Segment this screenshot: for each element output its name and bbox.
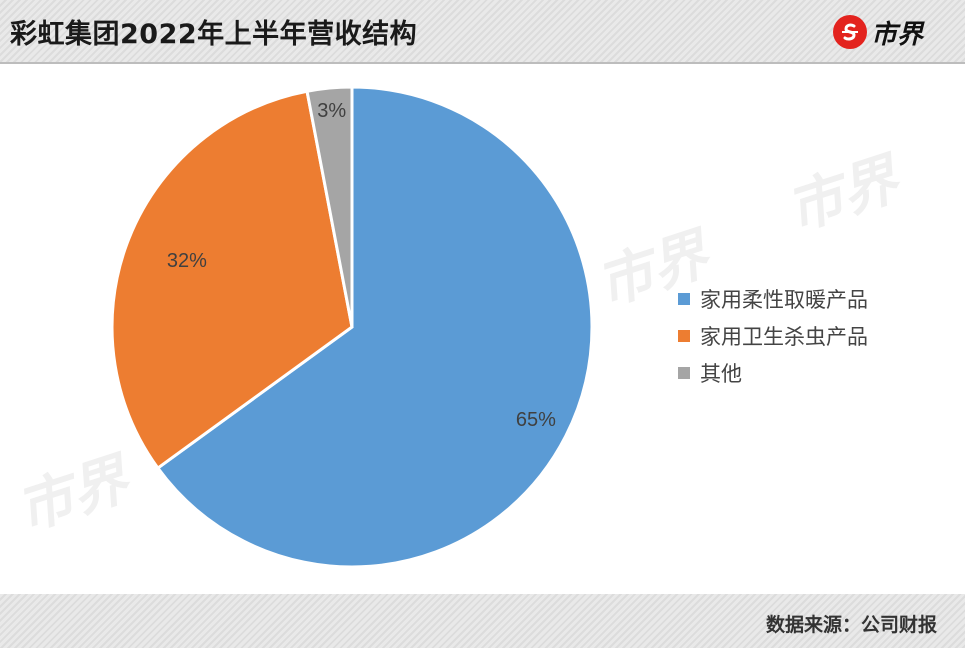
pie-slice-1	[110, 89, 354, 471]
pie-slice-0	[155, 85, 594, 569]
chart-title: 彩虹集团2022年上半年营收结构	[10, 19, 418, 50]
chart-legend: 家用柔性取暖产品 家用卫生杀虫产品 其他	[678, 280, 868, 391]
pie-chart: 65% 32% 3%	[110, 85, 594, 569]
legend-label: 家用柔性取暖产品	[700, 287, 868, 312]
header-divider	[0, 62, 965, 64]
pie-data-label-1: 32%	[167, 250, 207, 272]
pie-slice-2	[305, 85, 354, 328]
pie-data-label-2: 3%	[317, 100, 346, 122]
legend-swatch-1	[678, 329, 690, 342]
brand-mark-icon	[833, 15, 867, 49]
legend-label: 家用卫生杀虫产品	[700, 324, 868, 349]
legend-swatch-0	[678, 292, 690, 305]
legend-item: 家用卫生杀虫产品	[678, 317, 868, 354]
brand-name: 市界	[871, 19, 924, 50]
brand-logo: 市界	[833, 14, 923, 50]
pie-data-label-0: 65%	[516, 409, 556, 431]
legend-label: 其他	[700, 361, 742, 386]
legend-swatch-2	[678, 366, 690, 379]
legend-item: 其他	[678, 354, 868, 391]
data-source: 数据来源：公司财报	[765, 614, 937, 636]
legend-item: 家用柔性取暖产品	[678, 280, 868, 317]
footer-bar	[0, 594, 965, 648]
header-bar	[0, 0, 965, 62]
